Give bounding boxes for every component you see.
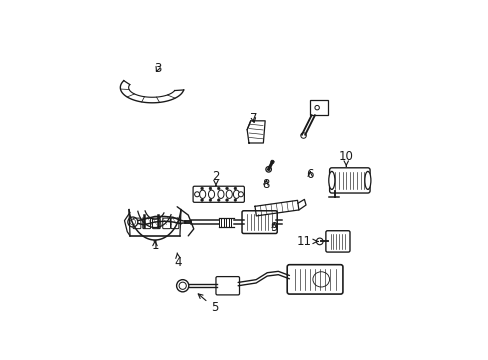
Circle shape — [208, 199, 211, 202]
Text: 4: 4 — [174, 253, 182, 269]
Circle shape — [200, 187, 203, 190]
Text: 11: 11 — [297, 235, 317, 248]
FancyBboxPatch shape — [133, 218, 141, 229]
Circle shape — [265, 167, 271, 172]
Text: 5: 5 — [198, 294, 218, 314]
Text: 9: 9 — [270, 221, 277, 234]
Circle shape — [200, 199, 203, 202]
FancyBboxPatch shape — [152, 218, 160, 229]
Circle shape — [217, 187, 220, 190]
Circle shape — [130, 219, 135, 225]
Circle shape — [217, 199, 220, 202]
Ellipse shape — [226, 190, 232, 198]
Text: 2: 2 — [212, 170, 219, 185]
Circle shape — [225, 187, 228, 190]
Circle shape — [233, 187, 236, 190]
Ellipse shape — [233, 190, 239, 198]
Circle shape — [233, 199, 236, 202]
Ellipse shape — [208, 190, 214, 198]
FancyBboxPatch shape — [142, 218, 150, 229]
Circle shape — [194, 192, 199, 197]
Circle shape — [225, 199, 228, 202]
Circle shape — [208, 187, 211, 190]
Ellipse shape — [199, 190, 205, 198]
Text: 3: 3 — [154, 62, 161, 75]
FancyBboxPatch shape — [171, 218, 179, 229]
Text: 10: 10 — [338, 150, 353, 166]
Text: 6: 6 — [306, 168, 313, 181]
Ellipse shape — [328, 171, 334, 189]
Text: 8: 8 — [262, 178, 269, 191]
Circle shape — [238, 192, 243, 197]
FancyBboxPatch shape — [163, 218, 170, 229]
Text: 1: 1 — [151, 239, 159, 252]
Circle shape — [179, 282, 186, 289]
Text: 7: 7 — [249, 112, 257, 125]
Ellipse shape — [364, 171, 370, 189]
Ellipse shape — [218, 190, 224, 198]
